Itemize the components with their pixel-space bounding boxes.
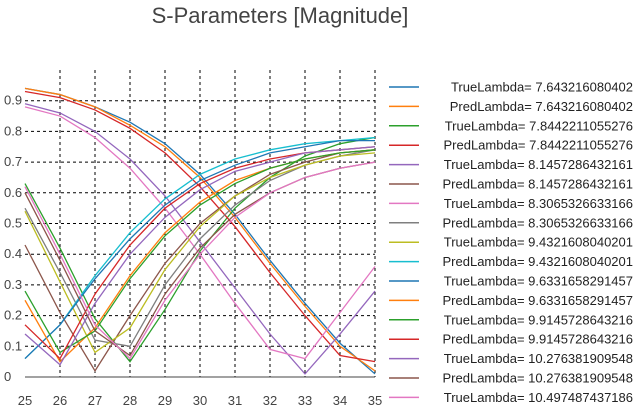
series-line [24,146,376,366]
y-tick-label: 0.1 [4,338,22,353]
series-line [24,149,376,354]
y-tick-label: 0.5 [4,216,22,231]
x-tick-label: 34 [333,393,347,408]
x-tick-label: 29 [158,393,172,408]
y-axis-ticks: 0 0.1 0.2 0.3 0.4 0.5 0.6 0.7 0.8 0.9 [4,93,22,384]
series-line [24,103,376,375]
x-tick-label: 27 [88,393,102,408]
x-tick-label: 30 [193,393,207,408]
legend-entry: PredLambda= 9.4321608040201 [443,254,633,269]
legend-entry: PredLambda= 8.3065326633166 [443,215,633,230]
legend-entry: TrueLambda= 9.4321608040201 [444,235,633,250]
y-tick-label: 0.8 [4,123,22,138]
series-line [24,161,376,360]
legend-entry: TrueLambda= 8.1457286432161 [444,157,633,172]
legend-entry: TrueLambda= 7.8442211055276 [445,118,633,133]
x-tick-label: 25 [18,393,32,408]
y-tick-label: 0 [4,369,11,384]
legend-entry: PredLambda= 8.1457286432161 [443,177,633,192]
series-line [24,149,376,373]
y-tick-label: 0.6 [4,185,22,200]
x-tick-label: 31 [228,393,242,408]
legend-entry: PredLambda= 10.276381909548 [443,371,633,386]
x-tick-label: 33 [298,393,312,408]
legend-entry: TrueLambda= 8.3065326633166 [444,196,633,211]
legend-entry: PredLambda= 9.6331658291457 [443,293,633,308]
x-tick-label: 28 [123,393,137,408]
legend-entry: TrueLambda= 10.276381909548 [444,351,633,366]
series-line [24,90,376,363]
x-axis-ticks: 25 26 27 28 29 30 31 32 33 34 35 [18,393,382,408]
x-tick-label: 26 [53,393,67,408]
series-line [24,136,376,360]
y-tick-label: 0.3 [4,277,22,292]
series-line [24,139,375,360]
legend-entry: PredLambda= 9.9145728643216 [443,332,633,347]
x-tick-label: 35 [368,393,382,408]
legend: TrueLambda= 7.643216080402 PredLambda= 7.… [389,80,633,405]
legend-entry: TrueLambda= 7.643216080402 [451,80,633,95]
series-line [24,87,376,372]
legend-entry: TrueLambda= 10.497487437186 [444,390,633,405]
x-tick-label: 32 [263,393,277,408]
y-tick-label: 0.9 [4,93,22,108]
legend-entry: PredLambda= 7.8442211055276 [443,138,633,153]
legend-entry: TrueLambda= 9.9145728643216 [444,312,633,327]
y-tick-label: 0.2 [4,308,22,323]
legend-entry: PredLambda= 7.643216080402 [450,99,633,114]
series-lines [24,87,376,375]
series-line [24,152,376,354]
legend-entry: TrueLambda= 9.6331658291457 [444,274,633,289]
chart-title: S-Parameters [Magnitude] [152,3,409,28]
y-tick-label: 0.4 [4,246,22,261]
y-tick-label: 0.7 [4,154,22,169]
